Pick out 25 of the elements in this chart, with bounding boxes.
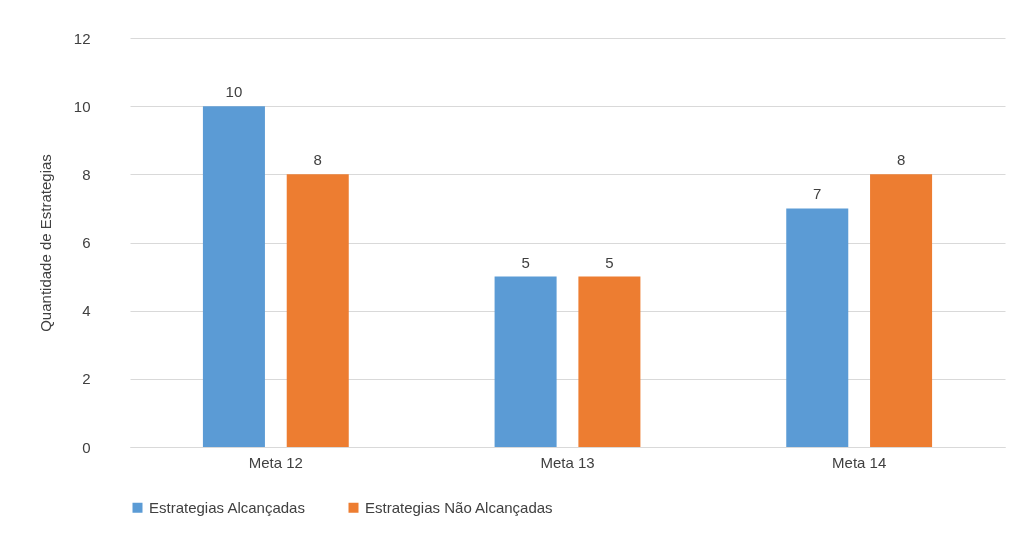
bar bbox=[286, 174, 349, 447]
bar bbox=[578, 276, 641, 447]
data-label: 10 bbox=[225, 83, 243, 101]
bar bbox=[870, 174, 933, 447]
x-tick-label: Meta 13 bbox=[540, 453, 595, 471]
data-label: 8 bbox=[896, 151, 906, 169]
y-tick-label: 12 bbox=[73, 29, 91, 47]
y-tick-label: 0 bbox=[82, 438, 91, 456]
bar bbox=[494, 276, 557, 447]
data-label: 8 bbox=[313, 151, 322, 169]
y-tick-label: 4 bbox=[82, 302, 91, 320]
y-axis-title: Quantidade de Estrategias bbox=[36, 154, 54, 332]
data-label: 5 bbox=[521, 253, 530, 271]
data-label: 5 bbox=[605, 253, 614, 271]
x-tick-label: Meta 12 bbox=[248, 453, 303, 471]
data-label: 7 bbox=[813, 185, 822, 203]
y-tick-label: 2 bbox=[82, 370, 91, 388]
y-tick-label: 6 bbox=[82, 234, 91, 251]
bar bbox=[202, 106, 265, 447]
x-tick-label: Meta 14 bbox=[832, 453, 887, 471]
legend-label: Estrategias Não Alcançadas bbox=[365, 498, 553, 516]
y-tick-label: 10 bbox=[73, 97, 91, 115]
legend-label: Estrategias Alcançadas bbox=[149, 498, 305, 516]
y-tick-label: 8 bbox=[82, 165, 91, 183]
bar bbox=[786, 208, 849, 447]
